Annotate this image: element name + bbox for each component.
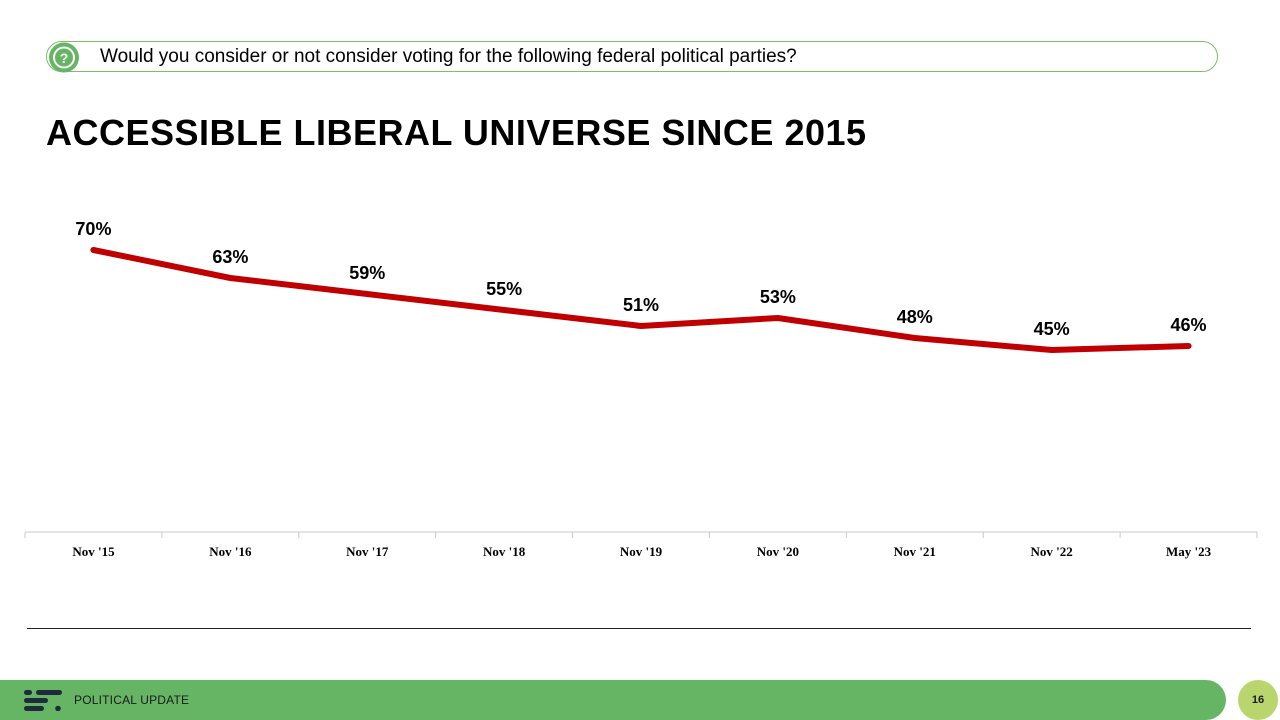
x-tick-label: Nov '20 bbox=[757, 544, 799, 559]
data-point bbox=[501, 307, 507, 313]
slide-title: ACCESSIBLE LIBERAL UNIVERSE SINCE 2015 bbox=[46, 112, 867, 153]
x-tick-label: Nov '21 bbox=[894, 544, 936, 559]
divider-line bbox=[27, 628, 1251, 629]
data-label: 53% bbox=[760, 287, 796, 307]
x-tick-label: Nov '19 bbox=[620, 544, 663, 559]
data-point bbox=[775, 315, 781, 321]
x-tick-label: Nov '18 bbox=[483, 544, 526, 559]
data-point bbox=[364, 291, 370, 297]
data-label: 48% bbox=[897, 307, 933, 327]
footer-label: POLITICAL UPDATE bbox=[74, 693, 190, 707]
data-label: 51% bbox=[623, 295, 659, 315]
footer-bar: POLITICAL UPDATE bbox=[0, 680, 1226, 720]
x-tick-label: Nov '22 bbox=[1031, 544, 1073, 559]
x-tick-label: Nov '16 bbox=[209, 544, 252, 559]
x-tick-label: May '23 bbox=[1166, 544, 1212, 559]
data-point bbox=[1186, 343, 1192, 349]
question-bar: ? Would you consider or not consider vot… bbox=[46, 41, 1218, 73]
data-label: 46% bbox=[1171, 315, 1207, 335]
data-label: 59% bbox=[349, 263, 385, 283]
data-point bbox=[638, 323, 644, 329]
data-point bbox=[90, 247, 96, 253]
question-text: Would you consider or not consider votin… bbox=[100, 46, 797, 67]
abacus-logo-icon bbox=[24, 690, 62, 711]
question-circle-icon: ? bbox=[49, 42, 79, 73]
data-point bbox=[1049, 347, 1055, 353]
data-label: 45% bbox=[1034, 319, 1070, 339]
x-tick-label: Nov '17 bbox=[346, 544, 389, 559]
line-chart: 70% 63% 59% 55% 51% 53% 48% 45% 46% Nov '15 Nov '1… bbox=[24, 219, 1258, 559]
x-tick-label: Nov '15 bbox=[72, 544, 115, 559]
data-label: 55% bbox=[486, 279, 522, 299]
data-point bbox=[227, 275, 233, 281]
data-point bbox=[912, 335, 918, 341]
data-label: 63% bbox=[212, 247, 248, 267]
page-number: 16 bbox=[1238, 680, 1278, 720]
data-label: 70% bbox=[75, 219, 111, 239]
svg-text:?: ? bbox=[60, 50, 69, 66]
